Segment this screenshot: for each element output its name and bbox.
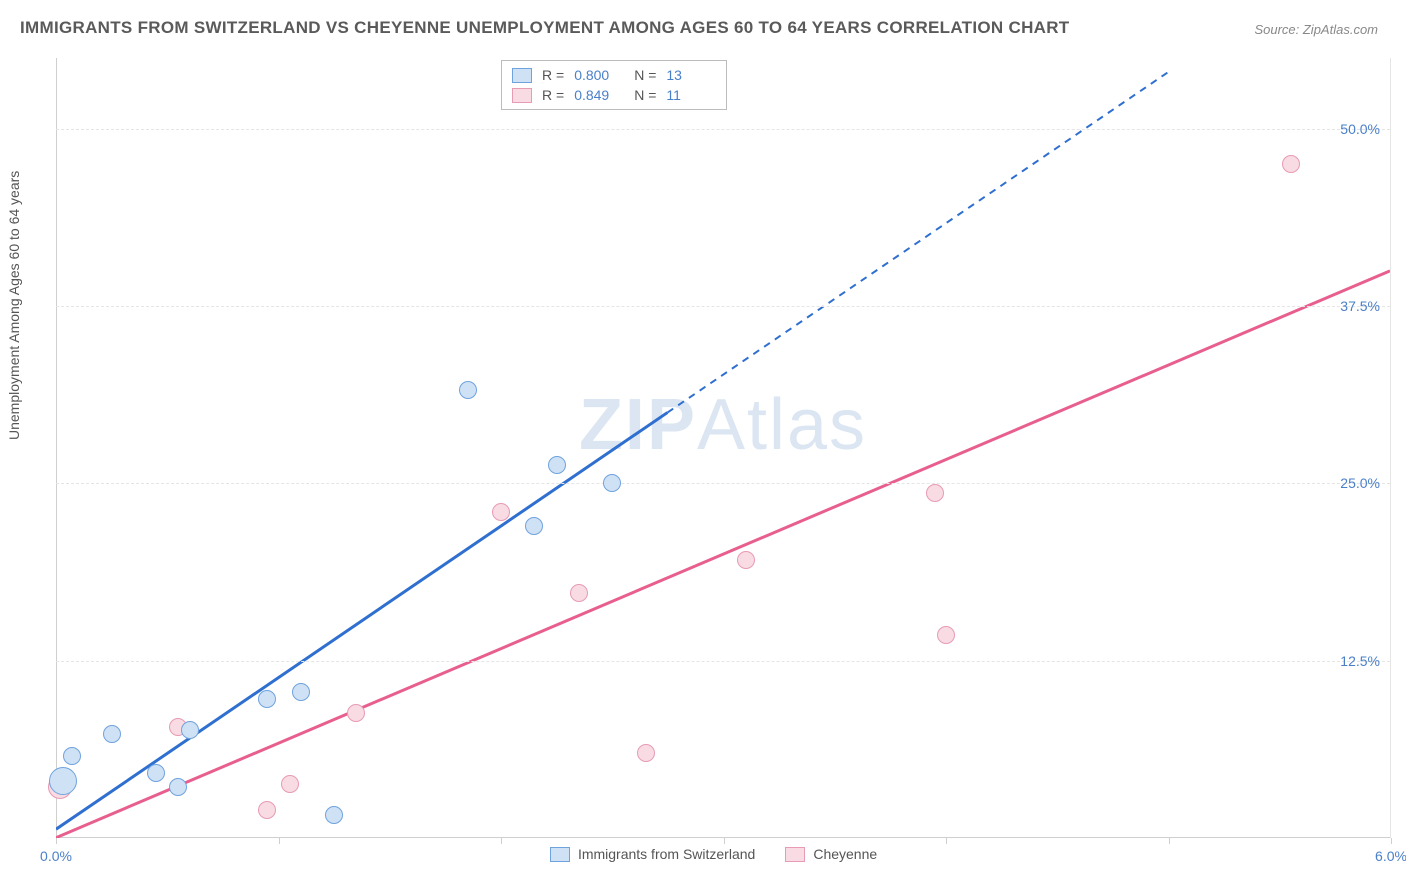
legend-series-item: Cheyenne	[785, 846, 877, 862]
plot-area: ZIPAtlas 12.5% 25.0% 37.5% 50.0%	[56, 58, 1391, 838]
gridline-h	[56, 129, 1390, 130]
watermark-zip: ZIP	[579, 385, 697, 465]
data-point-blue	[169, 778, 187, 796]
data-point-pink	[570, 584, 588, 602]
data-point-pink	[347, 704, 365, 722]
data-point-blue	[525, 517, 543, 535]
y-tick-label: 25.0%	[1340, 475, 1380, 491]
legend-series-item: Immigrants from Switzerland	[550, 846, 755, 862]
legend-r-value: 0.849	[574, 87, 624, 103]
legend-swatch	[512, 88, 532, 103]
data-point-pink	[258, 801, 276, 819]
data-point-blue	[258, 690, 276, 708]
y-tick-label: 37.5%	[1340, 298, 1380, 314]
legend-n-label: N =	[634, 67, 656, 83]
chart-title: IMMIGRANTS FROM SWITZERLAND VS CHEYENNE …	[20, 18, 1070, 38]
legend-swatch	[512, 68, 532, 83]
watermark-atlas: Atlas	[697, 385, 867, 465]
y-axis-label: Unemployment Among Ages 60 to 64 years	[6, 171, 22, 440]
x-tick	[1169, 838, 1170, 844]
data-point-blue	[49, 767, 77, 795]
data-point-blue	[103, 725, 121, 743]
data-point-blue	[325, 806, 343, 824]
data-point-pink	[637, 744, 655, 762]
legend-n-value: 11	[666, 87, 716, 103]
data-point-blue	[603, 474, 621, 492]
data-point-pink	[492, 503, 510, 521]
x-tick-label: 6.0%	[1375, 848, 1406, 864]
legend-swatch	[550, 847, 570, 862]
x-tick	[56, 838, 57, 844]
x-tick-label: 0.0%	[40, 848, 72, 864]
legend-series-label: Cheyenne	[813, 846, 877, 862]
data-point-pink	[281, 775, 299, 793]
legend-r-label: R =	[542, 67, 564, 83]
legend-n-value: 13	[666, 67, 716, 83]
x-tick	[1391, 838, 1392, 844]
gridline-h	[56, 306, 1390, 307]
legend-swatch	[785, 847, 805, 862]
regression-line	[667, 72, 1167, 412]
data-point-blue	[292, 683, 310, 701]
legend-series-label: Immigrants from Switzerland	[578, 846, 755, 862]
y-tick-label: 50.0%	[1340, 121, 1380, 137]
legend-r-value: 0.800	[574, 67, 624, 83]
data-point-pink	[937, 626, 955, 644]
legend-series: Immigrants from Switzerland Cheyenne	[550, 846, 877, 862]
legend-n-label: N =	[634, 87, 656, 103]
source-attribution: Source: ZipAtlas.com	[1254, 22, 1378, 37]
data-point-pink	[926, 484, 944, 502]
y-tick-label: 12.5%	[1340, 653, 1380, 669]
regression-lines-layer	[56, 58, 1390, 838]
watermark-text: ZIPAtlas	[579, 384, 867, 466]
x-tick	[724, 838, 725, 844]
data-point-blue	[459, 381, 477, 399]
x-tick	[501, 838, 502, 844]
y-axis-line	[56, 58, 57, 838]
data-point-pink	[737, 551, 755, 569]
data-point-blue	[181, 721, 199, 739]
x-tick	[946, 838, 947, 844]
legend-row: R = 0.849 N = 11	[512, 85, 716, 105]
legend-correlation-box: R = 0.800 N = 13 R = 0.849 N = 11	[501, 60, 727, 110]
gridline-h	[56, 483, 1390, 484]
legend-r-label: R =	[542, 87, 564, 103]
data-point-blue	[63, 747, 81, 765]
regression-line	[56, 271, 1390, 838]
gridline-h	[56, 661, 1390, 662]
x-tick	[279, 838, 280, 844]
data-point-blue	[548, 456, 566, 474]
data-point-pink	[1282, 155, 1300, 173]
legend-row: R = 0.800 N = 13	[512, 65, 716, 85]
data-point-blue	[147, 764, 165, 782]
